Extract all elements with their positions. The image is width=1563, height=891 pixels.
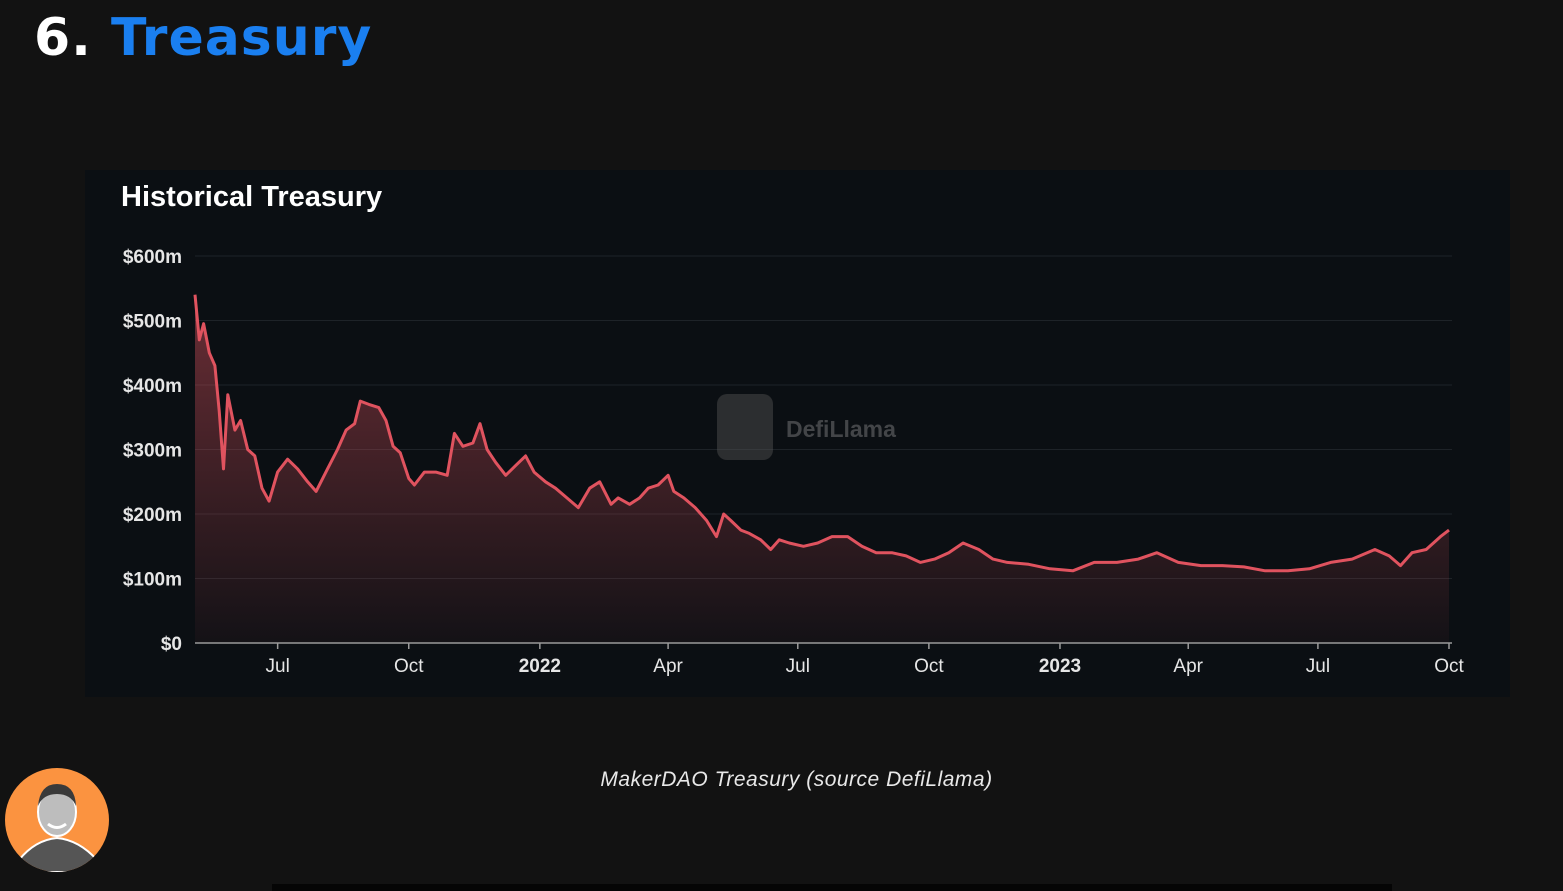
x-tick-label: Oct xyxy=(394,656,424,677)
y-tick-label: $0 xyxy=(161,634,182,655)
x-tick-label: Jul xyxy=(266,656,290,677)
y-tick-label: $300m xyxy=(123,441,182,462)
slide-number: 6. xyxy=(34,8,92,68)
x-tick-label: Jul xyxy=(1306,656,1330,677)
treasury-area xyxy=(195,294,1449,643)
treasury-line xyxy=(193,294,1450,573)
y-tick-label: $600m xyxy=(123,247,182,268)
x-tick-label: Oct xyxy=(1434,656,1464,677)
x-tick-label: Apr xyxy=(1173,656,1203,677)
defillama-watermark: DefiLlama xyxy=(717,394,896,460)
presenter-avatar xyxy=(5,768,109,872)
x-tick-label: 2022 xyxy=(519,656,561,677)
x-tick-label: Apr xyxy=(653,656,683,677)
y-tick-label: $100m xyxy=(123,570,182,591)
y-tick-label: $400m xyxy=(123,376,182,397)
x-tick-label: 2023 xyxy=(1039,656,1081,677)
watermark-text: DefiLlama xyxy=(786,416,896,442)
llama-logo-icon xyxy=(717,394,773,460)
slide-caption: MakerDAO Treasury (source DefiLlama) xyxy=(600,768,993,791)
y-tick-label: $500m xyxy=(123,312,182,333)
person-icon xyxy=(18,784,98,872)
bottom-bar xyxy=(272,884,1392,891)
slide-title: 6. Treasury xyxy=(34,8,372,68)
y-tick-label: $200m xyxy=(123,505,182,526)
slide-title-text: Treasury xyxy=(111,8,373,68)
chart-title: Historical Treasury xyxy=(121,181,383,213)
x-tick-label: Oct xyxy=(914,656,944,677)
x-tick-label: Jul xyxy=(786,656,810,677)
